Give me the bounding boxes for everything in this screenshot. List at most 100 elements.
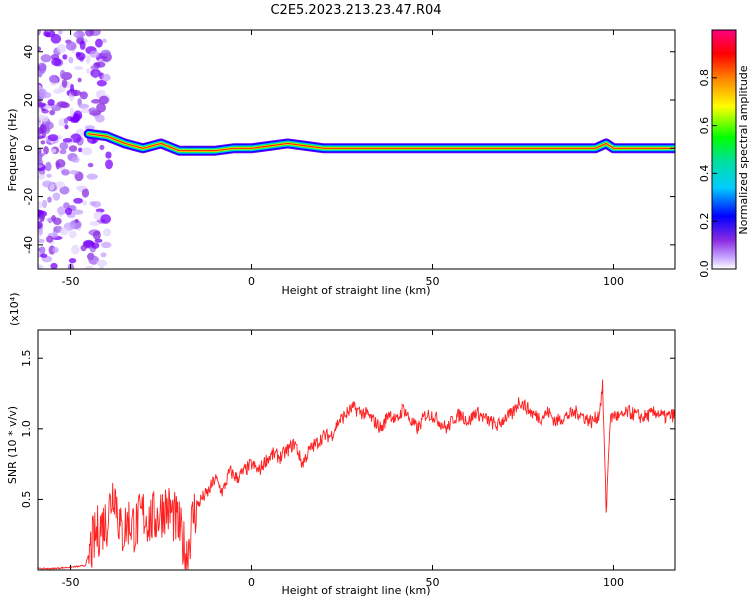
- noise-blob: [38, 99, 43, 109]
- x-tick-label: -50: [62, 576, 80, 589]
- x-tick-label: 0: [248, 275, 255, 288]
- noise-blob: [86, 68, 91, 74]
- x-tick-label: 0: [248, 576, 255, 589]
- noise-blob: [48, 74, 60, 83]
- noise-blob: [102, 38, 107, 44]
- noise-blob: [40, 140, 46, 145]
- y-tick-label: 20: [22, 93, 35, 107]
- noise-blob: [59, 149, 67, 155]
- snr-frame: [37, 329, 676, 571]
- noise-blob: [96, 79, 107, 87]
- noise-blob: [77, 77, 82, 83]
- snr-x-ticks: -50 0 50 100: [62, 330, 624, 589]
- noise-blob: [55, 159, 66, 168]
- snr-multiplier: (x10⁴): [8, 293, 21, 327]
- snr-series-line: [38, 379, 675, 570]
- noise-blob: [105, 159, 113, 170]
- noise-blob: [87, 162, 94, 168]
- noise-blob: [64, 207, 73, 216]
- colorbar-label: Normalized spectral amplitude: [737, 65, 750, 234]
- noise-blob: [99, 144, 105, 151]
- noise-blob: [59, 102, 70, 109]
- noise-blob: [68, 230, 77, 239]
- noise-blob: [41, 199, 48, 209]
- spectrogram-x-label: Height of straight line (km): [281, 284, 430, 297]
- noise-blob: [69, 117, 79, 123]
- noise-blob: [50, 33, 62, 44]
- y-tick-label: 40: [22, 45, 35, 59]
- spectrogram-y-ticks: -40 -20 0 20 40: [22, 45, 675, 254]
- noise-blob: [59, 69, 66, 80]
- noise-blob: [38, 68, 43, 78]
- noise-blob: [68, 145, 78, 152]
- noise-blob: [91, 99, 101, 104]
- noise-blob: [62, 54, 68, 60]
- colorbar-tick-label: 0.0: [698, 260, 711, 278]
- noise-blob: [98, 95, 109, 105]
- noise-blob: [74, 218, 79, 224]
- noise-blob: [75, 185, 87, 190]
- noise-blob: [76, 52, 86, 61]
- noise-blob: [74, 66, 84, 71]
- noise-blob: [91, 242, 100, 249]
- noise-blob: [84, 265, 95, 269]
- y-tick-label: -20: [22, 188, 35, 206]
- noise-blob: [38, 30, 41, 36]
- noise-blob: [45, 161, 52, 172]
- noise-blob: [61, 169, 70, 176]
- noise-blob: [79, 40, 86, 51]
- spectrogram-y-label: Frequency (Hz): [6, 109, 19, 192]
- noise-blob: [59, 227, 69, 236]
- noise-blob: [70, 89, 82, 97]
- noise-blob: [38, 46, 42, 52]
- noise-blob: [92, 70, 99, 79]
- colorbar-tick-label: 0.8: [698, 69, 711, 87]
- noise-blob: [100, 49, 111, 57]
- spectrogram-marks: [38, 30, 675, 269]
- noise-blob: [59, 186, 70, 195]
- noise-blob: [95, 38, 103, 48]
- noise-blob: [95, 114, 105, 123]
- noise-blob: [79, 91, 88, 100]
- noise-blob: [85, 30, 94, 37]
- noise-blob: [72, 209, 84, 215]
- noise-blob: [101, 73, 111, 82]
- y-tick-label: 1.5: [20, 349, 33, 367]
- noise-blob: [61, 78, 68, 88]
- colorbar-tick-label: 0.4: [698, 165, 711, 183]
- noise-blob: [82, 200, 87, 206]
- colorbar-gradient: [711, 29, 737, 270]
- noise-blob: [47, 134, 59, 142]
- noise-blob: [73, 32, 79, 37]
- noise-blob: [96, 102, 106, 113]
- y-tick-label: 0: [22, 145, 35, 152]
- noise-blob: [38, 247, 41, 252]
- noise-blob: [69, 170, 79, 175]
- noise-blob: [47, 99, 55, 106]
- noise-blob: [46, 173, 52, 178]
- noise-blob: [38, 147, 42, 155]
- noise-blob: [100, 214, 111, 224]
- snr-panel: -50 0 50 100 0.5 1.0 1.5 Height of straight l…: [6, 293, 676, 597]
- noise-blob: [39, 124, 47, 134]
- x-tick-label: 50: [426, 275, 440, 288]
- colorbar: 0.0 0.2 0.4 0.6 0.8 Normalized spectral ampl…: [698, 29, 750, 278]
- colorbar-tick-label: 0.2: [698, 212, 711, 230]
- noise-blob: [63, 117, 69, 124]
- noise-blob: [84, 125, 95, 130]
- noise-blob: [38, 106, 41, 114]
- noise-blob: [100, 252, 107, 258]
- spectrogram-x-ticks: -50 0 50 100: [62, 30, 624, 288]
- noise-blob: [89, 50, 100, 58]
- x-tick-label: 50: [426, 576, 440, 589]
- noise-blob: [49, 109, 56, 116]
- noise-blob: [59, 142, 69, 151]
- colorbar-tick-label: 0.6: [698, 117, 711, 135]
- noise-blob: [86, 173, 98, 180]
- noise-blob: [38, 264, 44, 269]
- noise-blob: [68, 56, 74, 64]
- noise-blob: [38, 220, 43, 230]
- noise-blob: [57, 206, 67, 215]
- x-tick-label: -50: [62, 275, 80, 288]
- snr-y-label: SNR (10 * v/v): [6, 406, 19, 484]
